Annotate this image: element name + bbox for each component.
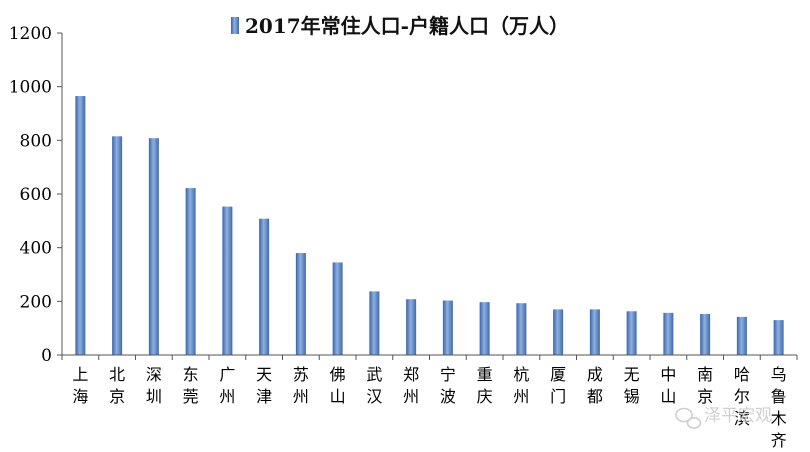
y-tick-label: 800 (20, 131, 52, 151)
bar (112, 136, 123, 355)
x-tick-label: 乌鲁木齐 (771, 365, 787, 450)
y-tick-label: 200 (20, 292, 52, 312)
x-tick-label: 南京 (697, 365, 713, 406)
x-tick-label: 广州 (219, 365, 235, 406)
y-tick-label: 600 (20, 185, 52, 205)
legend: 2017年常住人口-户籍人口（万人） (231, 14, 569, 38)
bar (700, 313, 711, 355)
bar (259, 218, 270, 355)
x-tick-label: 天津 (256, 365, 272, 406)
watermark-text: 泽平宏观 (704, 406, 772, 426)
x-tick-label: 重庆 (477, 365, 493, 406)
bar (663, 312, 674, 355)
x-tick-label: 武汉 (366, 365, 382, 406)
bar (295, 253, 306, 355)
y-tick-label: 1000 (9, 78, 52, 98)
x-tick-label: 杭州 (513, 365, 529, 406)
x-tick-label: 东莞 (183, 365, 199, 406)
x-tick-label: 上海 (72, 365, 88, 406)
y-tick-label: 400 (20, 239, 52, 259)
x-tick-label: 北京 (109, 365, 125, 406)
y-axis: 0 200 400 600 800 1000 1200 (9, 24, 63, 366)
x-tick-label: 哈尔滨 (734, 365, 750, 428)
bar (553, 309, 564, 355)
x-tick-label: 无锡 (624, 365, 640, 406)
bar (369, 291, 380, 355)
bar (773, 320, 784, 355)
bar (736, 316, 747, 355)
bar (516, 303, 527, 355)
y-tick-label: 1200 (9, 24, 52, 44)
bar (75, 96, 86, 355)
bar (222, 206, 233, 355)
x-tick-label: 深圳 (146, 365, 162, 406)
bar (479, 302, 490, 355)
bar (185, 188, 196, 355)
legend-label: 2017年常住人口-户籍人口（万人） (245, 14, 569, 38)
bar (406, 299, 417, 355)
bar (332, 262, 343, 355)
x-tick-label: 佛山 (330, 365, 346, 406)
watermark: 泽平宏观 (675, 406, 772, 429)
x-tick-label: 厦门 (550, 365, 566, 406)
bar (626, 311, 637, 355)
bar (589, 309, 600, 355)
legend-swatch (231, 17, 239, 34)
bars (75, 96, 784, 355)
wechat-icon (675, 407, 702, 429)
x-tick-label: 郑州 (403, 365, 419, 406)
y-tick-label: 0 (41, 346, 52, 366)
x-tick-label: 苏州 (293, 365, 309, 406)
bar (148, 138, 159, 355)
bar (442, 300, 453, 355)
x-tick-label: 宁波 (440, 365, 456, 406)
x-tick-label: 成都 (587, 365, 603, 406)
x-tick-label: 中山 (660, 365, 676, 406)
